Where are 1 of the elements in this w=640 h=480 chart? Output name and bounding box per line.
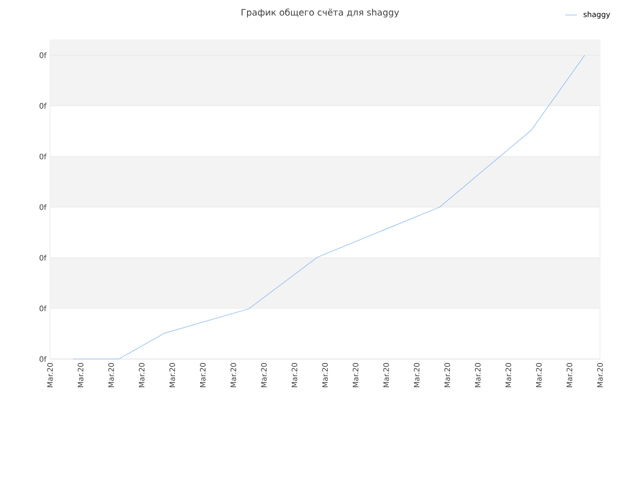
chart-title: График общего счёта для shaggy bbox=[242, 8, 399, 18]
